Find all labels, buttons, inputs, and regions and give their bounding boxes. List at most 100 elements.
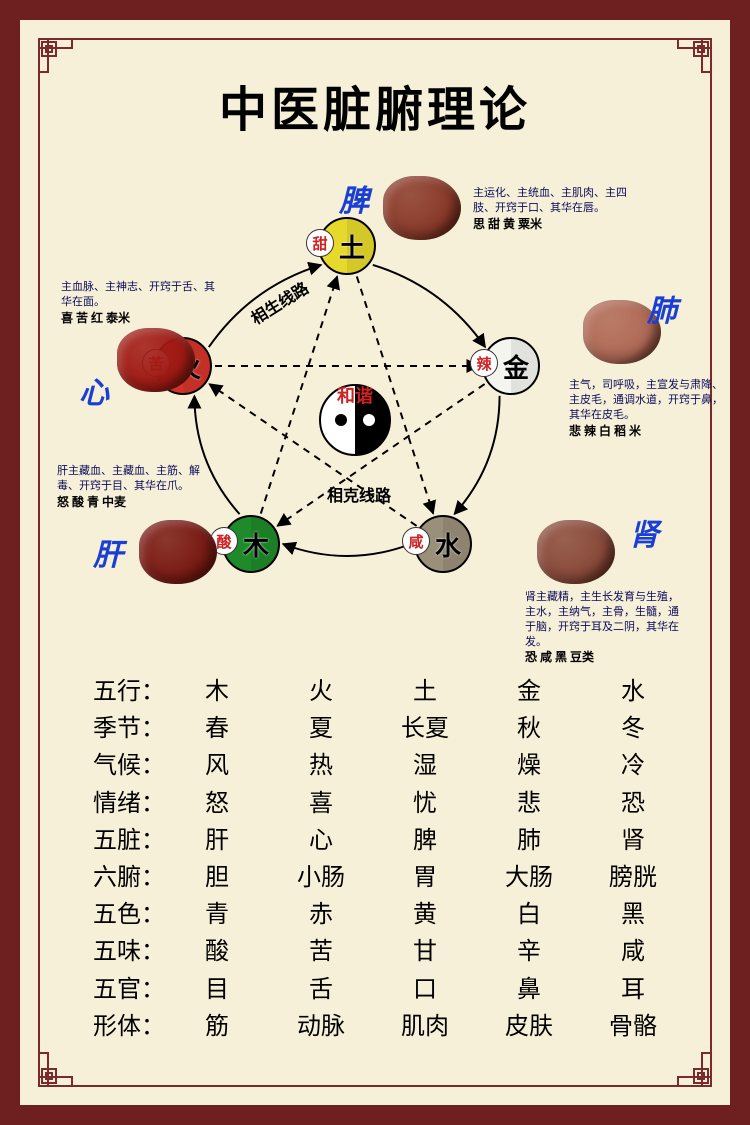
table-cell: 辛	[477, 934, 581, 971]
table-cell: 甘	[373, 934, 477, 971]
table-cell: 赤	[269, 897, 373, 934]
table-cell: 肝	[165, 823, 269, 860]
organ-label-lung: 肺	[647, 286, 677, 330]
row-header: 情绪：	[65, 786, 165, 823]
table-cell: 夏	[269, 711, 373, 748]
element-node-water: 咸水	[414, 515, 472, 573]
page-title: 中医脏腑理论	[50, 70, 700, 140]
table-row: 六腑：胆小肠胃大肠膀胱	[65, 860, 685, 897]
table-cell: 青	[165, 897, 269, 934]
row-header: 五行：	[65, 674, 165, 711]
corner-ornament-icon	[38, 1043, 82, 1087]
table-cell: 黄	[373, 897, 477, 934]
table-cell: 冬	[581, 711, 685, 748]
table-row: 情绪：怒喜忧悲恐	[65, 786, 685, 823]
table-cell: 胆	[165, 860, 269, 897]
table-cell: 冷	[581, 748, 685, 785]
table-cell: 动脉	[269, 1009, 373, 1046]
table-cell: 湿	[373, 748, 477, 785]
corner-ornament-icon	[38, 38, 82, 82]
inner-frame: 中医脏腑理论 和谐甜土辣金咸水酸木苦火脾主运化、主统血、主肌肉、主四肢、开窍于口…	[20, 20, 730, 1105]
table-cell: 酸	[165, 934, 269, 971]
table-cell: 黑	[581, 897, 685, 934]
table-cell: 怒	[165, 786, 269, 823]
table-cell: 秋	[477, 711, 581, 748]
organ-label-kidney: 肾	[629, 510, 659, 554]
table-cell: 风	[165, 748, 269, 785]
table-cell: 忧	[373, 786, 477, 823]
table-cell: 热	[269, 748, 373, 785]
table-cell: 恐	[581, 786, 685, 823]
table-cell: 肺	[477, 823, 581, 860]
table-cell: 肌肉	[373, 1009, 477, 1046]
organ-label-heart: 心	[79, 368, 109, 412]
table-cell: 水	[581, 674, 685, 711]
table-row: 五色：青赤黄白黑	[65, 897, 685, 934]
attributes-table: 五行：木火土金水季节：春夏长夏秋冬气候：风热湿燥冷情绪：怒喜忧悲恐五脏：肝心脾肺…	[65, 674, 685, 1046]
table-cell: 喜	[269, 786, 373, 823]
organ-desc-kidney: 肾主藏精，主生长发育与生殖，主水，主纳气，主骨，生髓，通于脑，开窍于耳及二阴，其…	[525, 590, 685, 666]
path-label-sheng: 相生线路	[246, 275, 313, 329]
table-cell: 舌	[269, 972, 373, 1009]
table-cell: 肾	[581, 823, 685, 860]
table-row: 五味：酸苦甘辛咸	[65, 934, 685, 971]
table-cell: 胃	[373, 860, 477, 897]
table-cell: 苦	[269, 934, 373, 971]
table-cell: 悲	[477, 786, 581, 823]
organ-spleen-icon	[383, 176, 461, 240]
decorative-border: 中医脏腑理论 和谐甜土辣金咸水酸木苦火脾主运化、主统血、主肌肉、主四肢、开窍于口…	[38, 38, 712, 1087]
table-cell: 木	[165, 674, 269, 711]
corner-ornament-icon	[668, 1043, 712, 1087]
table-cell: 金	[477, 674, 581, 711]
table-row: 形体：筋动脉肌肉皮肤骨骼	[65, 1009, 685, 1046]
row-header: 五脏：	[65, 823, 165, 860]
table-cell: 长夏	[373, 711, 477, 748]
table-row: 五官：目舌口鼻耳	[65, 972, 685, 1009]
organ-desc-heart: 主血脉、主神志、开窍于舌、其华在面。喜 苦 红 泰米	[61, 280, 221, 327]
table-cell: 口	[373, 972, 477, 1009]
row-header: 六腑：	[65, 860, 165, 897]
organ-desc-liver: 肝主藏血、主藏血、主筋、解毒、开窍于目、其华在爪。怒 酸 青 中麦	[57, 464, 217, 511]
table-row: 气候：风热湿燥冷	[65, 748, 685, 785]
table-row: 季节：春夏长夏秋冬	[65, 711, 685, 748]
row-header: 五味：	[65, 934, 165, 971]
table-cell: 骨骼	[581, 1009, 685, 1046]
organ-kidney-icon	[537, 520, 615, 584]
organ-label-liver: 肝	[93, 530, 123, 574]
table-row: 五脏：肝心脾肺肾	[65, 823, 685, 860]
table-cell: 春	[165, 711, 269, 748]
table-cell: 火	[269, 674, 373, 711]
organ-heart-icon	[117, 328, 195, 392]
table-cell: 耳	[581, 972, 685, 1009]
table-row: 五行：木火土金水	[65, 674, 685, 711]
row-header: 季节：	[65, 711, 165, 748]
table-cell: 燥	[477, 748, 581, 785]
element-node-earth: 甜土	[318, 217, 376, 275]
table-cell: 膀胱	[581, 860, 685, 897]
path-label-ke: 相克线路	[327, 482, 391, 506]
table-cell: 大肠	[477, 860, 581, 897]
row-header: 气候：	[65, 748, 165, 785]
organ-liver-icon	[139, 520, 217, 584]
table-cell: 筋	[165, 1009, 269, 1046]
organ-desc-spleen: 主运化、主统血、主肌肉、主四肢、开窍于口、其华在唇。思 甜 黄 粟米	[473, 186, 633, 233]
table-cell: 皮肤	[477, 1009, 581, 1046]
element-node-metal: 辣金	[482, 337, 540, 395]
row-header: 五官：	[65, 972, 165, 1009]
table-cell: 白	[477, 897, 581, 934]
organ-desc-lung: 主气，司呼吸，主宣发与肃降、主皮毛，通调水道，开窍于鼻，其华在皮毛。悲 辣 白 …	[569, 378, 729, 439]
table-cell: 土	[373, 674, 477, 711]
table-cell: 目	[165, 972, 269, 1009]
five-elements-diagram: 和谐甜土辣金咸水酸木苦火脾主运化、主统血、主肌肉、主四肢、开窍于口、其华在唇。思…	[55, 150, 695, 660]
table-cell: 咸	[581, 934, 685, 971]
organ-label-spleen: 脾	[339, 176, 369, 220]
table-cell: 脾	[373, 823, 477, 860]
element-node-wood: 酸木	[222, 515, 280, 573]
table-cell: 鼻	[477, 972, 581, 1009]
corner-ornament-icon	[668, 38, 712, 82]
table-cell: 小肠	[269, 860, 373, 897]
table-cell: 心	[269, 823, 373, 860]
center-harmony-node: 和谐	[319, 384, 391, 456]
row-header: 形体：	[65, 1009, 165, 1046]
row-header: 五色：	[65, 897, 165, 934]
